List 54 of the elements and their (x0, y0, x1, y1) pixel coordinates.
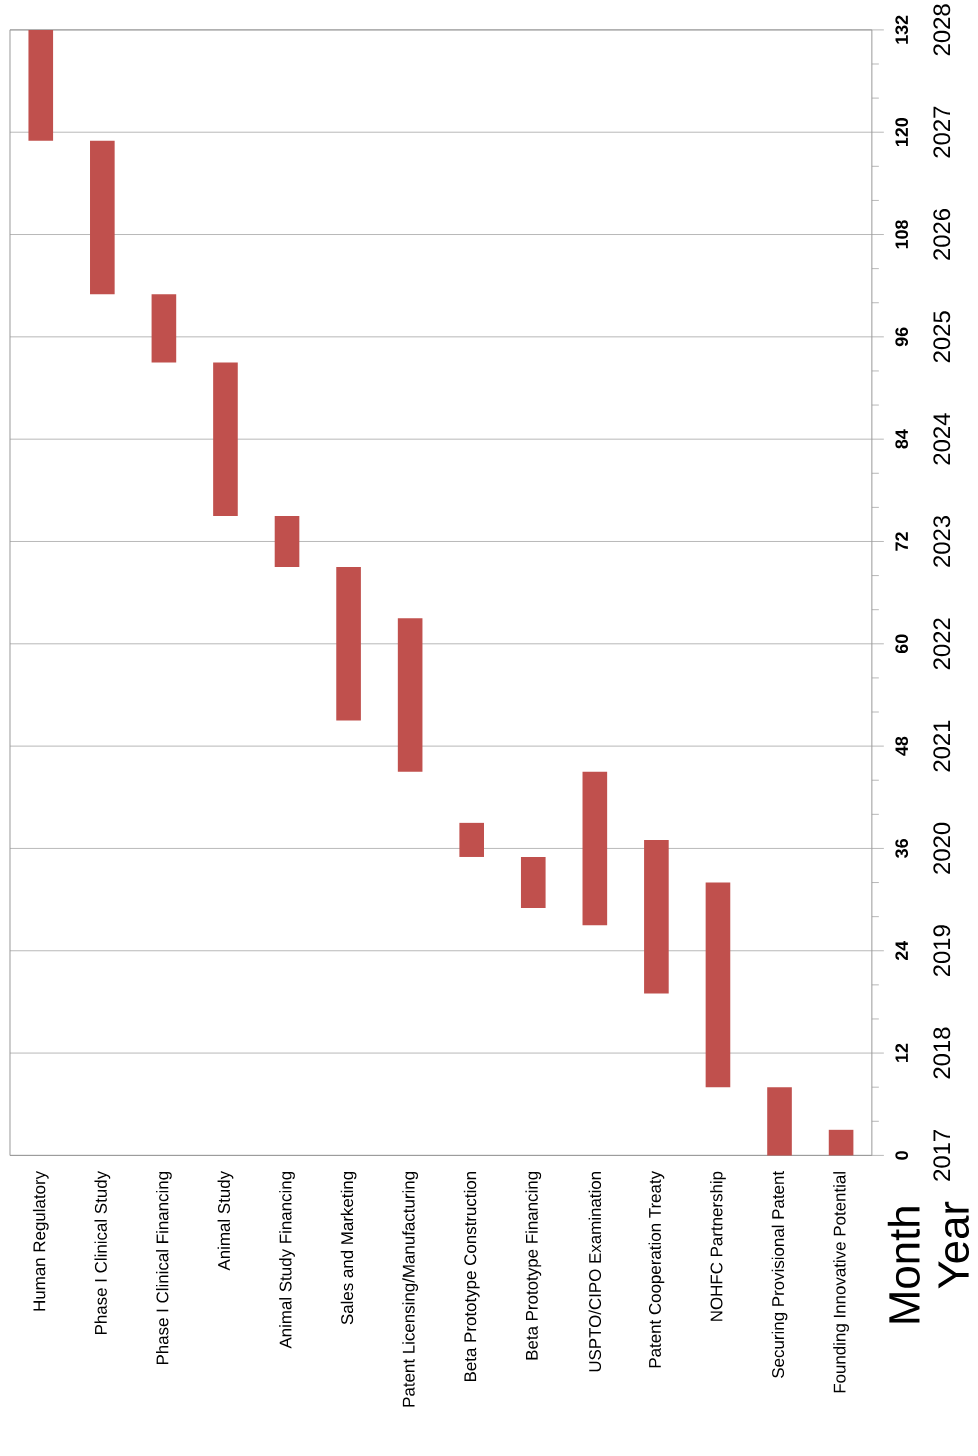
y2-tick-label: 2020 (933, 822, 951, 874)
bar (705, 882, 731, 1088)
y-tick-label: 132 (895, 15, 909, 44)
x-tick-label: NOHFC Partnership (710, 1171, 726, 1321)
x-tick-label: Sales and Marketing (340, 1172, 357, 1325)
x-tick-label: Securing Provisional Patent (771, 1171, 788, 1378)
y-tick-label: 0 (895, 1151, 909, 1160)
y-tick-label: 24 (895, 940, 908, 961)
x-tick-label: Human Regulatory (33, 1170, 49, 1311)
bar (151, 294, 177, 363)
y-tick-label: 72 (895, 532, 908, 551)
y2-tick-label: 2021 (933, 720, 951, 772)
y2-tick-label: 2026 (933, 209, 951, 260)
bar (521, 856, 546, 909)
y-tick-label: 120 (895, 118, 909, 147)
x-tick-label: Beta Prototype Financing (525, 1172, 542, 1360)
bar (767, 1087, 792, 1156)
y2-tick-label: 2018 (933, 1027, 951, 1079)
y2-tick-label: 2025 (933, 311, 951, 363)
bar (28, 29, 54, 141)
x-tick-label: Founding Innovative Potential (833, 1172, 850, 1393)
x-tick-label: Patent Cooperation Treaty (648, 1170, 665, 1368)
y2-tick-label: 2027 (933, 106, 951, 158)
y-tick-label: 60 (895, 634, 909, 654)
x-tick-label: Phase I Clinical Financing (156, 1172, 172, 1365)
bar (397, 618, 423, 772)
bar (274, 515, 300, 568)
x-tick-label: USPTO/CIPO Examination (588, 1172, 602, 1372)
bar (828, 1129, 854, 1156)
y-tick-label: 84 (895, 429, 909, 449)
y-tick-label: 12 (895, 1043, 908, 1062)
bar (336, 567, 362, 721)
y-axis-title: Month (887, 1207, 921, 1323)
x-tick-label: Phase I Clinical Study (94, 1170, 111, 1335)
y-tick-label: 108 (895, 220, 909, 249)
y2-tick-label: 2028 (933, 4, 951, 56)
bar (582, 771, 608, 926)
y-tick-label: 48 (895, 736, 909, 756)
y2-tick-label: 2022 (933, 618, 951, 670)
y2-tick-label: 2017 (933, 1130, 951, 1181)
y2-tick-label: 2024 (933, 413, 951, 465)
bar (459, 822, 485, 857)
x-tick-label: Patent Licensing/Manufacturing (402, 1172, 419, 1407)
bar (644, 839, 669, 994)
bar (213, 362, 238, 516)
bar (90, 140, 115, 295)
x-tick-label: Animal Study (217, 1170, 234, 1271)
y-tick-label: 96 (895, 327, 909, 347)
y2-axis-title: Year (938, 1201, 970, 1289)
y2-tick-label: 2019 (933, 925, 951, 977)
y-tick-label: 36 (895, 839, 909, 858)
x-tick-label: Animal Study Financing (279, 1172, 296, 1349)
x-tick-label: Beta Prototype Construction (463, 1172, 480, 1382)
y2-tick-label: 2023 (933, 515, 951, 567)
